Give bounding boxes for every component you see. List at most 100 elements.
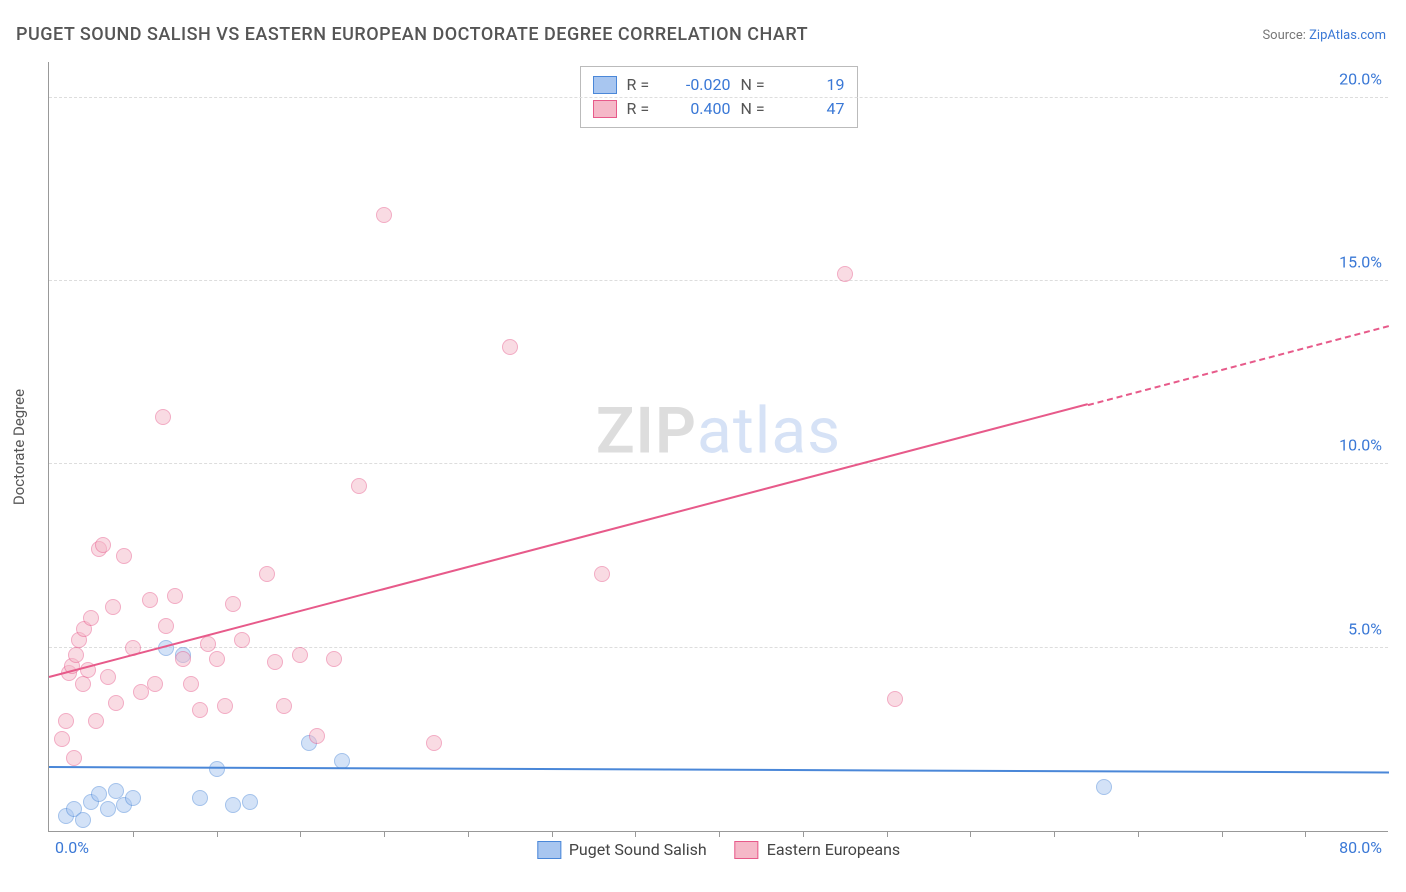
y-tick-label: 10.0% [1339,436,1382,455]
x-max-label: 80.0% [1339,838,1382,857]
source-attribution: Source: ZipAtlas.com [1262,28,1386,43]
data-point-salish [242,794,258,810]
r-value: 0.400 [669,97,731,121]
data-point-salish [91,786,107,802]
data-point-eeuro [267,654,283,670]
chart-title: PUGET SOUND SALISH VS EASTERN EUROPEAN D… [16,24,808,45]
series-legend: Puget Sound Salish Eastern Europeans [537,840,900,859]
data-point-eeuro [426,735,442,751]
data-point-eeuro [276,698,292,714]
data-point-eeuro [200,636,216,652]
data-point-salish [125,790,141,806]
data-point-salish [75,812,91,828]
legend-item-eeuro: Eastern Europeans [735,840,900,859]
x-tick [468,831,469,837]
x-tick [1305,831,1306,837]
data-point-eeuro [68,647,84,663]
r-label: R = [627,73,659,97]
trend-line-salish [49,767,1389,772]
swatch-eeuro [593,100,617,118]
data-point-salish [108,783,124,799]
data-point-eeuro [259,566,275,582]
gridline [49,647,1388,648]
data-point-salish [192,790,208,806]
data-point-eeuro [376,207,392,223]
x-tick [384,831,385,837]
data-point-eeuro [887,691,903,707]
watermark-atlas: atlas [697,394,841,469]
data-point-eeuro [175,651,191,667]
x-tick [552,831,553,837]
y-axis-title: Doctorate Degree [10,388,28,504]
swatch-eeuro [735,841,759,859]
watermark-zip: ZIP [596,394,697,469]
x-tick [719,831,720,837]
data-point-eeuro [209,651,225,667]
data-point-eeuro [837,266,853,282]
x-tick [217,831,218,837]
data-point-eeuro [66,750,82,766]
x-tick [1054,831,1055,837]
gridline [49,280,1388,281]
data-point-eeuro [326,651,342,667]
data-point-salish [1096,779,1112,795]
scatter-plot: ZIPatlas Doctorate Degree 0.0% 80.0% R =… [48,62,1388,832]
x-tick [133,831,134,837]
y-tick-label: 20.0% [1339,69,1382,88]
data-point-eeuro [351,478,367,494]
data-point-eeuro [183,676,199,692]
watermark: ZIPatlas [596,394,841,469]
data-point-eeuro [167,588,183,604]
legend-label: Puget Sound Salish [569,840,707,859]
data-point-eeuro [116,548,132,564]
data-point-eeuro [225,596,241,612]
trend-line-eeuro [49,325,1389,677]
n-label: N = [741,73,773,97]
data-point-eeuro [95,537,111,553]
stats-row-salish: R = -0.020 N = 19 [593,73,845,97]
data-point-eeuro [83,610,99,626]
legend-label: Eastern Europeans [767,840,900,859]
data-point-eeuro [108,695,124,711]
data-point-eeuro [75,676,91,692]
r-label: R = [627,97,659,121]
data-point-eeuro [192,702,208,718]
data-point-eeuro [594,566,610,582]
source-link[interactable]: ZipAtlas.com [1309,28,1386,43]
data-point-eeuro [234,632,250,648]
data-point-eeuro [54,731,70,747]
r-value: -0.020 [669,73,731,97]
data-point-eeuro [105,599,121,615]
x-tick [1138,831,1139,837]
y-tick-label: 5.0% [1348,619,1382,638]
x-origin-label: 0.0% [55,838,89,857]
y-tick-label: 15.0% [1339,253,1382,272]
n-value: 47 [783,97,845,121]
data-point-eeuro [309,728,325,744]
data-point-eeuro [158,618,174,634]
data-point-eeuro [292,647,308,663]
gridline [49,463,1388,464]
data-point-eeuro [100,669,116,685]
n-value: 19 [783,73,845,97]
data-point-eeuro [155,409,171,425]
gridline [49,97,1388,98]
x-tick [970,831,971,837]
x-tick [803,831,804,837]
data-point-eeuro [502,339,518,355]
swatch-salish [593,76,617,94]
data-point-eeuro [147,676,163,692]
data-point-salish [100,801,116,817]
data-point-eeuro [217,698,233,714]
x-tick [300,831,301,837]
data-point-eeuro [88,713,104,729]
data-point-salish [225,797,241,813]
source-label: Source: [1262,28,1305,43]
x-tick [1222,831,1223,837]
swatch-salish [537,841,561,859]
stats-row-eeuro: R = 0.400 N = 47 [593,97,845,121]
data-point-eeuro [58,713,74,729]
x-tick [887,831,888,837]
data-point-eeuro [142,592,158,608]
n-label: N = [741,97,773,121]
